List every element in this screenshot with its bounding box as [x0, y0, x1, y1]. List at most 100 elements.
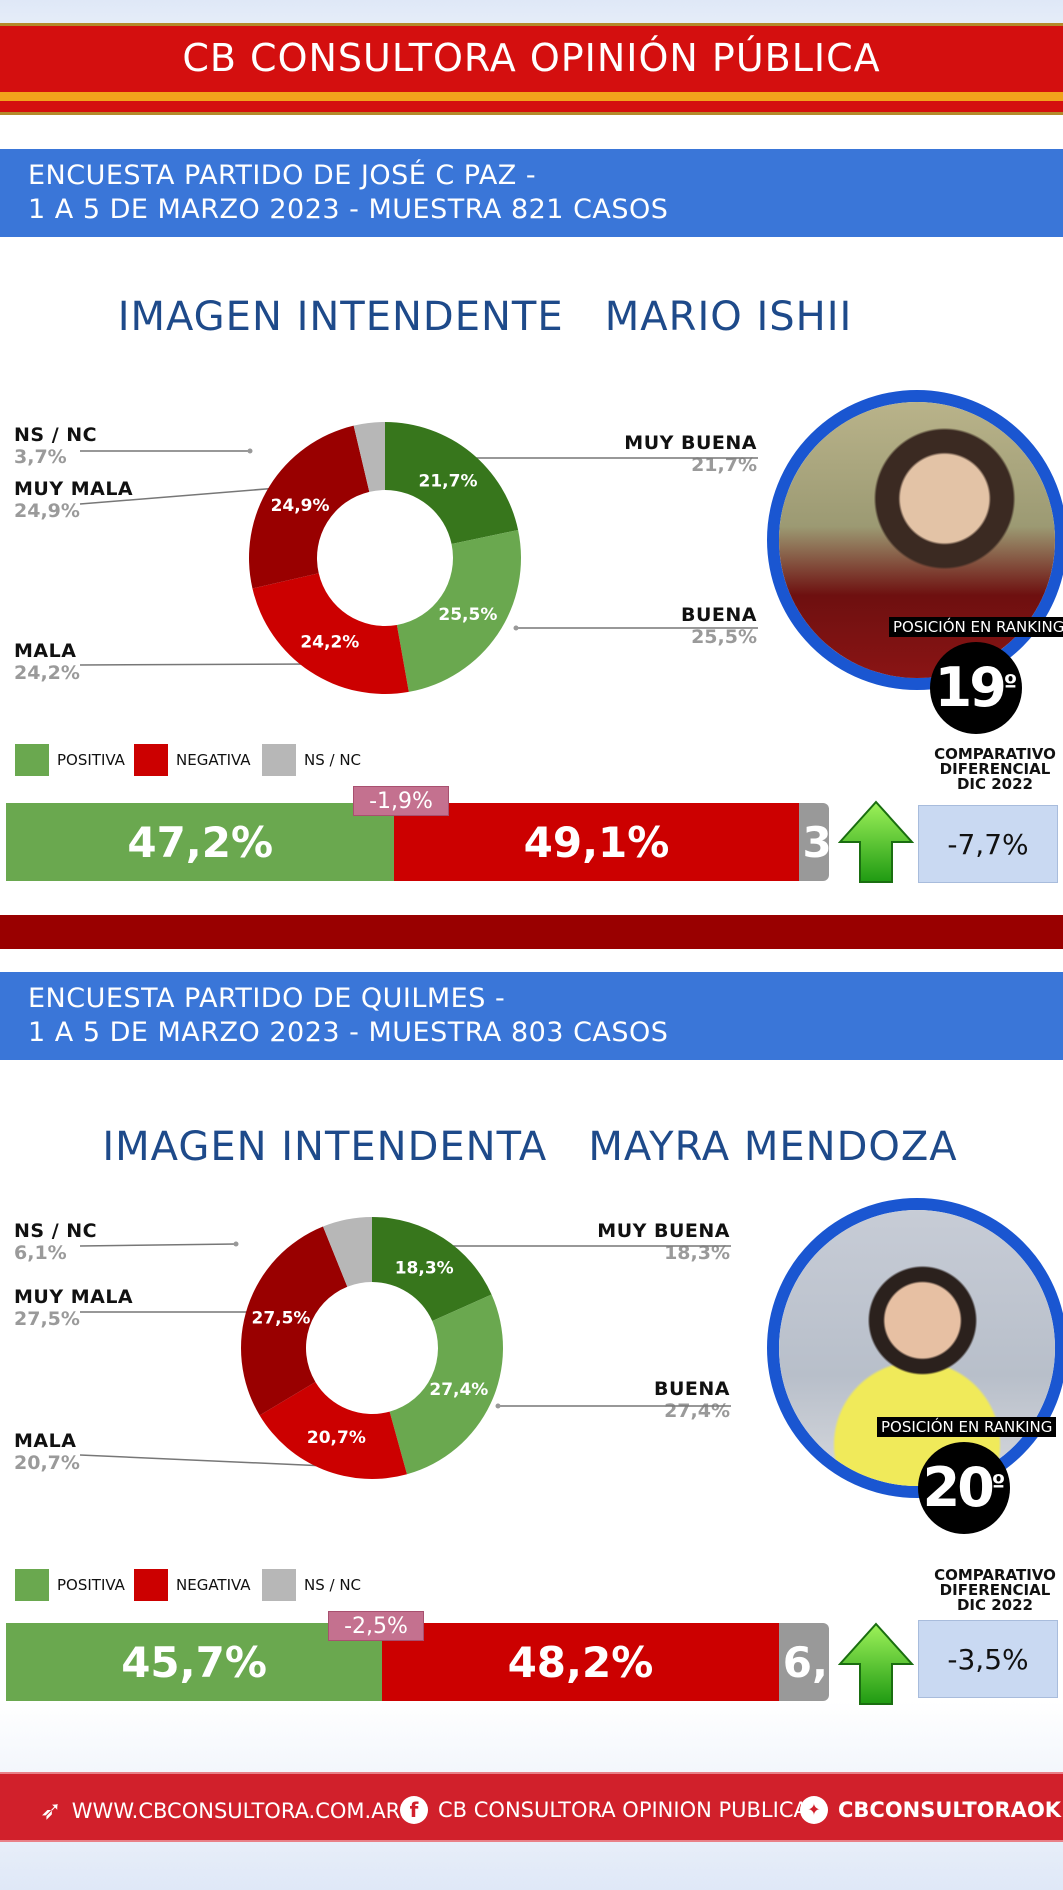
survey-line-1: ENCUESTA PARTIDO DE JOSÉ C PAZ -: [28, 160, 537, 191]
comparativo-value: -7,7%: [918, 805, 1058, 883]
twitter-icon: ✦: [800, 1796, 828, 1824]
donut-slice-muy-buena: [372, 1217, 492, 1322]
footer-twitter-text: CBCONSULTORAOK: [838, 1798, 1062, 1822]
donut-slice-ns-nc: [323, 1217, 372, 1287]
stack-segment-label: 45,7%: [121, 1637, 267, 1687]
ranking-badge: 20º: [918, 1442, 1010, 1534]
facebook-icon: f: [400, 1796, 428, 1824]
legend-swatch-positiva: [15, 1569, 49, 1601]
leader-line-muy-mala: [79, 487, 279, 505]
legend-swatch-negativa: [134, 744, 168, 776]
donut-chart-2: 18,3% 27,4% 20,7% 27,5%: [79, 1217, 731, 1479]
label-value: 18,3%: [664, 1242, 730, 1264]
donut-slice-buena: [396, 530, 521, 692]
donut-slice-label: 24,2%: [300, 632, 359, 652]
label-ns-nc: NS / NC 3,7%: [14, 424, 97, 468]
survey-line-2: 1 A 5 DE MARZO 2023 - MUESTRA 821 CASOS: [28, 194, 669, 225]
label-value: 27,5%: [14, 1308, 80, 1330]
ranking-caption: POSICIÓN EN RANKING: [877, 1417, 1057, 1437]
donut-slice-label: 27,4%: [429, 1380, 488, 1400]
legend-swatch-negativa: [134, 1569, 168, 1601]
comparativo-line: DIC 2022: [956, 775, 1033, 793]
label-name: BUENA: [681, 604, 757, 626]
leader-line-ns-nc: [79, 1243, 237, 1247]
stack-segment-positiva: 47,2%: [6, 803, 395, 881]
label-value: 21,7%: [691, 454, 757, 476]
ranking-number: 20: [922, 1456, 995, 1519]
comparativo-value: -3,5%: [918, 1620, 1058, 1698]
difference-tag: -1,9%: [353, 786, 449, 816]
donut-slice-label: 18,3%: [395, 1258, 454, 1278]
ranking-suffix: º: [991, 1470, 1006, 1498]
stack-segment-ns-nc: 6,1%: [778, 1623, 829, 1701]
donut-chart-1: 21,7% 25,5% 24,2% 24,9%: [79, 422, 758, 694]
stack-segment-negativa: 49,1%: [394, 803, 799, 881]
label-name: MALA: [14, 1430, 77, 1452]
up-arrow-icon: [838, 1622, 914, 1705]
footer-website-text: WWW.CBCONSULTORA.COM.AR: [71, 1799, 401, 1823]
donut-slice-label: 21,7%: [419, 471, 478, 491]
legend-label-positiva: POSITIVA: [57, 751, 125, 769]
stack-segment-ns-nc: 3,7%: [798, 803, 829, 881]
label-value: 20,7%: [14, 1452, 80, 1474]
legend-label-negativa: NEGATIVA: [176, 751, 251, 769]
label-name: MUY MALA: [14, 1286, 134, 1308]
survey-line-2: 1 A 5 DE MARZO 2023 - MUESTRA 803 CASOS: [28, 1017, 669, 1048]
up-arrow-icon: [838, 800, 914, 883]
header-banner: CB CONSULTORA OPINIÓN PÚBLICA: [0, 23, 1063, 115]
header-stripe: [0, 92, 1063, 101]
panel-title: IMAGEN INTENDENTA MAYRA MENDOZA: [102, 1124, 958, 1170]
donut-slice-label: 24,9%: [271, 496, 330, 516]
label-muy-mala: MUY MALA 27,5%: [14, 1286, 133, 1330]
mayor-portrait: [767, 1198, 1063, 1498]
difference-tag: -2,5%: [328, 1611, 424, 1641]
footer-facebook-text: CB CONSULTORA OPINION PUBLICA: [438, 1798, 808, 1822]
donut-slice-mala: [259, 1381, 407, 1479]
stack-segment-label: 47,2%: [127, 817, 274, 867]
header-title: CB CONSULTORA OPINIÓN PÚBLICA: [182, 36, 881, 80]
label-mala: MALA 20,7%: [14, 1430, 80, 1474]
portrait-photo: [779, 1210, 1055, 1486]
leader-line-mala: [79, 1454, 327, 1467]
footer-facebook[interactable]: f CB CONSULTORA OPINION PUBLICA: [400, 1796, 808, 1824]
label-value: 24,9%: [14, 500, 80, 522]
section-separator: [0, 915, 1063, 949]
leader-dot: [247, 448, 253, 454]
ranking-number: 19: [934, 656, 1007, 719]
ranking-caption: POSICIÓN EN RANKING: [889, 617, 1063, 637]
label-muy-buena: MUY BUENA 18,3%: [597, 1220, 730, 1264]
ranking-suffix: º: [1003, 670, 1018, 698]
cursor-icon: ➶: [40, 1796, 62, 1826]
legend-swatch-positiva: [15, 744, 49, 776]
stack-segment-positiva: 45,7%: [6, 1623, 383, 1701]
leader-dot: [233, 1241, 239, 1247]
stacked-bar-2: 45,7% 48,2% 6,1%: [6, 1623, 829, 1701]
footer-website[interactable]: ➶ WWW.CBCONSULTORA.COM.AR: [40, 1796, 400, 1826]
comparativo-line: COMPARATIVO: [934, 1566, 1056, 1584]
donut-slice-label: 20,7%: [307, 1428, 366, 1448]
label-name: NS / NC: [14, 424, 98, 446]
legend-label-ns-nc: NS / NC: [304, 751, 362, 769]
comparativo-title: COMPARATIVO DIFERENCIAL DIC 2022: [925, 747, 1063, 792]
survey-info-bar: ENCUESTA PARTIDO DE JOSÉ C PAZ - 1 A 5 D…: [0, 149, 1063, 237]
stacked-bar-1: 47,2% 49,1% 3,7%: [6, 803, 829, 881]
leader-line-mala: [79, 663, 319, 666]
label-buena: BUENA 25,5%: [681, 604, 757, 648]
label-value: 24,2%: [14, 662, 80, 684]
label-value: 3,7%: [14, 446, 67, 468]
survey-line-1: ENCUESTA PARTIDO DE QUILMES -: [28, 983, 506, 1014]
stack-segment-label: 3,7%: [802, 817, 829, 867]
donut-slice-label: 27,5%: [251, 1308, 310, 1328]
comparativo-line: DIC 2022: [956, 1596, 1033, 1614]
donut-slice-label: 25,5%: [438, 605, 497, 625]
label-value: 25,5%: [691, 626, 757, 648]
legend-label-negativa: NEGATIVA: [176, 1576, 251, 1594]
footer-twitter[interactable]: ✦ CBCONSULTORAOK: [800, 1796, 1061, 1824]
label-name: NS / NC: [14, 1220, 98, 1242]
comparativo-line: DIFERENCIAL: [939, 760, 1051, 778]
legend-swatch-ns-nc: [262, 1569, 296, 1601]
legend-label-positiva: POSITIVA: [57, 1576, 125, 1594]
donut-slice-buena: [389, 1294, 503, 1475]
donut-slice-muy-buena: [385, 422, 519, 545]
comparativo-title: COMPARATIVO DIFERENCIAL DIC 2022: [925, 1568, 1063, 1613]
